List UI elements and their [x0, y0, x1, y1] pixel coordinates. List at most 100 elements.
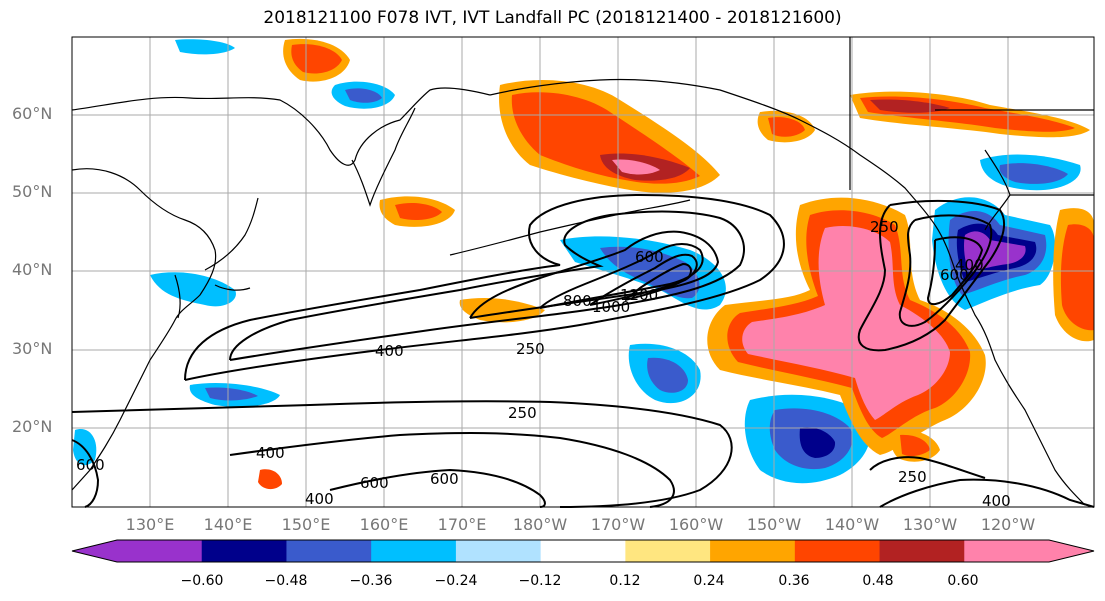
colorbar-segment	[540, 540, 626, 562]
contour-400-west	[229, 432, 675, 508]
pos-area-kuril-red	[395, 202, 442, 220]
contour-label: 600	[635, 248, 664, 266]
neg-area-japan	[150, 272, 236, 307]
contour-400-east	[898, 214, 993, 327]
map-title: 2018121100 F078 IVT, IVT Landfall PC (20…	[263, 8, 842, 28]
contour-800-jet	[539, 243, 704, 309]
colorbar-tick-label: −0.24	[434, 573, 478, 589]
colorbar-extend-left	[72, 540, 117, 562]
colorbar-segment	[286, 540, 372, 562]
contour-label: 400	[375, 342, 404, 360]
lon-label: 140°E	[203, 515, 253, 534]
coast-alaska	[489, 78, 936, 226]
contour-250-se	[869, 456, 986, 479]
contour-label: 600	[940, 266, 969, 284]
colorbar-tick-label: 0.60	[947, 573, 979, 589]
lon-label: 170°E	[437, 515, 487, 534]
colorbar-tick-label: 0.12	[609, 573, 641, 589]
contour-label-group: 250 400 600 800 1000 1200 250 400 250 40…	[76, 218, 1011, 510]
colorbar-tick-label: −0.48	[264, 573, 308, 589]
pos-area-west-small	[258, 469, 282, 490]
lon-label: 170°W	[590, 515, 646, 534]
contour-label: 400	[305, 490, 334, 508]
lat-label: 40°N	[12, 260, 53, 279]
colorbar-segment	[625, 540, 711, 562]
colorbar-segment	[879, 540, 965, 562]
colorbar-tick-label: −0.12	[518, 573, 562, 589]
colorbar-tick-label: 0.24	[693, 573, 725, 589]
lat-label: 60°N	[12, 104, 53, 123]
coast-asia-north	[71, 87, 491, 166]
colorbar-tick-label: −0.60	[180, 573, 224, 589]
neg-area-kamchatka-core	[345, 88, 382, 103]
colorbar-segment	[201, 540, 287, 562]
coast-kamchatka	[351, 107, 416, 207]
contour-600-east	[926, 236, 984, 306]
neg-area-nw-canada-core	[999, 163, 1068, 184]
lat-label: 30°N	[12, 339, 53, 358]
pos-area-alaska-gulf-pink	[612, 159, 660, 175]
lon-label: 120°W	[980, 515, 1036, 534]
ivt-contours	[71, 193, 1095, 508]
contour-250-west	[71, 400, 733, 508]
lon-label: 150°E	[281, 515, 331, 534]
contour-label: 250	[870, 218, 899, 236]
contour-1200-jet	[624, 262, 692, 301]
neg-area-west-sub-core	[205, 387, 258, 401]
colorbar-segment	[794, 540, 881, 562]
lat-label: 20°N	[12, 417, 53, 436]
lon-label: 160°E	[359, 515, 409, 534]
coast-na-west	[934, 224, 1086, 506]
coastlines	[71, 37, 1094, 506]
contour-400-se	[879, 478, 1095, 508]
contour-250-east	[857, 199, 1006, 352]
neg-area-south-dark	[799, 427, 836, 458]
colorbar-segment	[964, 540, 1050, 562]
contour-label: 250	[898, 468, 927, 486]
colorbar-extend-right	[1049, 540, 1094, 562]
coast-korea	[174, 274, 181, 319]
pos-area-bering-north-red	[768, 117, 805, 137]
contour-west-coast	[71, 439, 100, 508]
neg-area-bering	[175, 39, 235, 55]
contour-label: 400	[256, 444, 285, 462]
coast-aleutians	[449, 199, 691, 256]
colorbar	[71, 539, 1095, 563]
lat-label: 50°N	[12, 182, 53, 201]
colorbar-segment	[117, 540, 203, 562]
contour-label: 600	[76, 456, 105, 474]
border-canada-us	[849, 37, 1094, 196]
contour-400-jet	[229, 210, 745, 361]
contour-label: 250	[508, 404, 537, 422]
lon-label: 130°W	[902, 515, 958, 534]
contour-250-jet	[184, 193, 785, 381]
contour-label: 600	[360, 474, 389, 492]
pos-area-pnw-red	[1060, 224, 1094, 331]
colorbar-segment	[455, 540, 542, 562]
lon-label: 130°E	[125, 515, 175, 534]
pos-area-south-red	[900, 434, 930, 457]
contour-label: 800	[563, 292, 592, 310]
contour-label: 400	[955, 256, 984, 274]
map-frame	[71, 36, 1095, 508]
colorbar-outline	[71, 539, 1095, 563]
colorbar-tick-label: 0.36	[778, 573, 810, 589]
contour-label: 400	[982, 492, 1011, 510]
contour-label: 600	[430, 470, 459, 488]
colorbar-segment	[710, 540, 796, 562]
negative-shading	[73, 39, 1081, 484]
neg-area-midpac-core	[647, 357, 688, 393]
lon-label: 180°W	[512, 515, 568, 534]
pos-area-east-pac-pink	[742, 225, 950, 420]
contour-label: 1000	[592, 298, 630, 316]
lon-label: 140°W	[824, 515, 880, 534]
contour-label: 1200	[620, 286, 658, 304]
lon-label: 160°W	[668, 515, 724, 534]
contour-1000-jet	[589, 253, 698, 306]
pos-area-okhotsk-red	[291, 44, 342, 74]
lon-label: 150°W	[746, 515, 802, 534]
contour-label: 250	[516, 340, 545, 358]
colorbar-segment	[371, 540, 457, 562]
coast-japan	[204, 197, 259, 291]
